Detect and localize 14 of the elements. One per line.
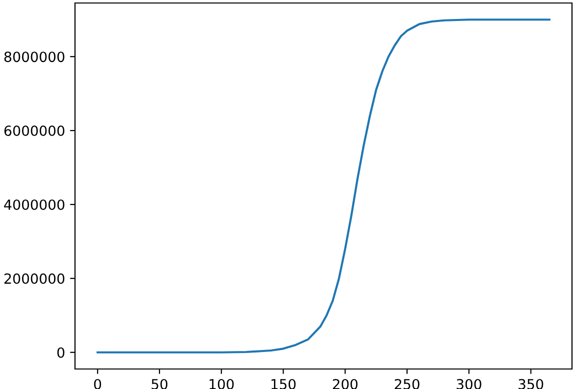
x-tick-label: 300 [456, 378, 482, 389]
y-tick-label: 0 [57, 347, 64, 358]
x-tick-label: 200 [332, 378, 358, 389]
line-series [96, 18, 550, 354]
x-tick-label: 150 [272, 378, 296, 389]
x-tick-label: 250 [394, 378, 420, 389]
x-tick-label: 100 [210, 378, 234, 389]
y-tick-label: 8000000 [4, 52, 64, 62]
y-tick-label: 2000000 [4, 273, 64, 284]
x-tick-label: 50 [152, 378, 168, 389]
y-tick-label: 4000000 [4, 199, 64, 210]
x-tick-label: 350 [518, 378, 544, 389]
x-tick-label: 0 [94, 378, 102, 389]
y-tick-label: 6000000 [4, 126, 64, 136]
